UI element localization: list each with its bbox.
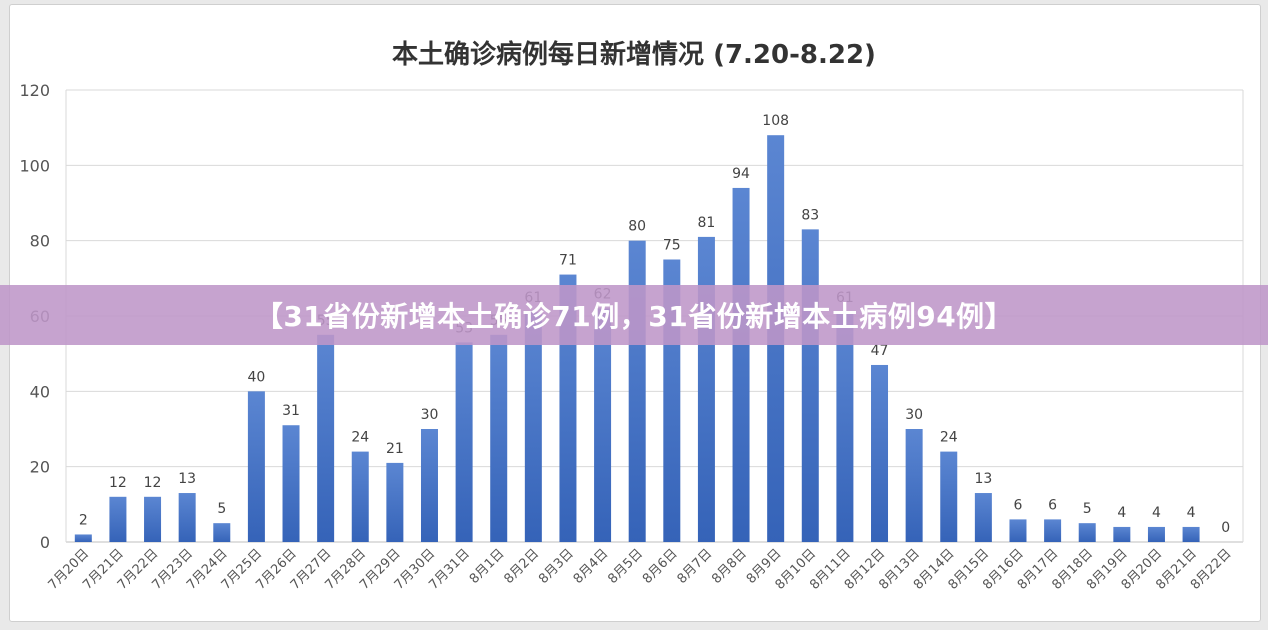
data-label: 94 [732, 166, 750, 182]
bar [144, 496, 162, 542]
data-label: 4 [1117, 505, 1126, 521]
data-label: 30 [905, 407, 923, 423]
data-label: 80 [628, 219, 646, 235]
data-label: 4 [1152, 505, 1161, 521]
bar [386, 462, 404, 542]
y-tick-label: 100 [19, 156, 50, 175]
bar [74, 534, 92, 542]
data-label: 13 [974, 471, 992, 487]
data-label: 5 [217, 501, 226, 517]
data-label: 2 [79, 512, 88, 528]
data-label: 12 [144, 475, 162, 491]
data-label: 75 [663, 238, 681, 254]
bar [420, 429, 438, 542]
data-label: 31 [282, 403, 300, 419]
data-label: 71 [559, 253, 577, 269]
y-tick-label: 80 [30, 232, 50, 251]
data-label: 0 [1221, 520, 1230, 536]
bar [732, 187, 750, 542]
data-label: 30 [421, 407, 439, 423]
bar [905, 429, 923, 542]
data-label: 12 [109, 475, 127, 491]
data-label: 81 [698, 215, 716, 231]
bar [351, 451, 369, 542]
bar [594, 308, 612, 542]
x-tick-label: 8月2日 [501, 546, 542, 587]
x-tick-label: 8月4日 [571, 546, 612, 587]
bar [940, 451, 958, 542]
y-axis: 020406080100120 [19, 81, 50, 552]
bar [455, 342, 473, 542]
x-axis: 7月20日7月21日7月22日7月23日7月24日7月25日7月26日7月27日… [46, 546, 1235, 593]
bar [282, 425, 300, 542]
bar [178, 493, 196, 542]
x-tick-label: 8月6日 [640, 546, 681, 587]
x-tick-label: 8月5日 [605, 546, 646, 587]
data-label: 24 [940, 430, 958, 446]
bar [1147, 526, 1165, 542]
y-tick-label: 120 [19, 81, 50, 100]
data-label: 24 [351, 430, 369, 446]
bar [1009, 519, 1027, 542]
x-tick-label: 8月1日 [467, 546, 508, 587]
data-label: 6 [1048, 497, 1057, 513]
bar [247, 391, 265, 542]
data-label: 83 [801, 207, 819, 223]
data-label: 47 [871, 343, 889, 359]
y-tick-label: 40 [30, 382, 50, 401]
headline-banner: 【31省份新增本土确诊71例，31省份新增本土病例94例】 [0, 285, 1268, 345]
data-label: 108 [762, 113, 789, 129]
data-label: 6 [1014, 497, 1023, 513]
bar [974, 493, 992, 542]
data-label: 13 [178, 471, 196, 487]
x-tick-label: 8月8日 [709, 546, 750, 587]
y-tick-label: 20 [30, 458, 50, 477]
bar [213, 523, 231, 542]
x-tick-label: 8月7日 [675, 546, 716, 587]
y-tick-label: 0 [40, 533, 50, 552]
data-label: 40 [247, 369, 265, 385]
data-label: 5 [1083, 501, 1092, 517]
bar [697, 236, 715, 542]
bar [524, 312, 542, 542]
bar [801, 229, 819, 542]
data-label: 4 [1187, 505, 1196, 521]
bar [871, 364, 889, 542]
bar [317, 334, 335, 542]
bar [490, 334, 508, 542]
bar [1078, 523, 1096, 542]
bar [836, 312, 854, 542]
chart-title: 本土确诊病例每日新增情况 (7.20-8.22) [392, 39, 876, 70]
x-tick-label: 8月3日 [536, 546, 577, 587]
headline-text: 【31省份新增本土确诊71例，31省份新增本土病例94例】 [254, 300, 1014, 333]
bar [1113, 526, 1131, 542]
bar [109, 496, 127, 542]
bar [1044, 519, 1062, 542]
bar [1182, 526, 1200, 542]
data-label: 21 [386, 441, 404, 457]
